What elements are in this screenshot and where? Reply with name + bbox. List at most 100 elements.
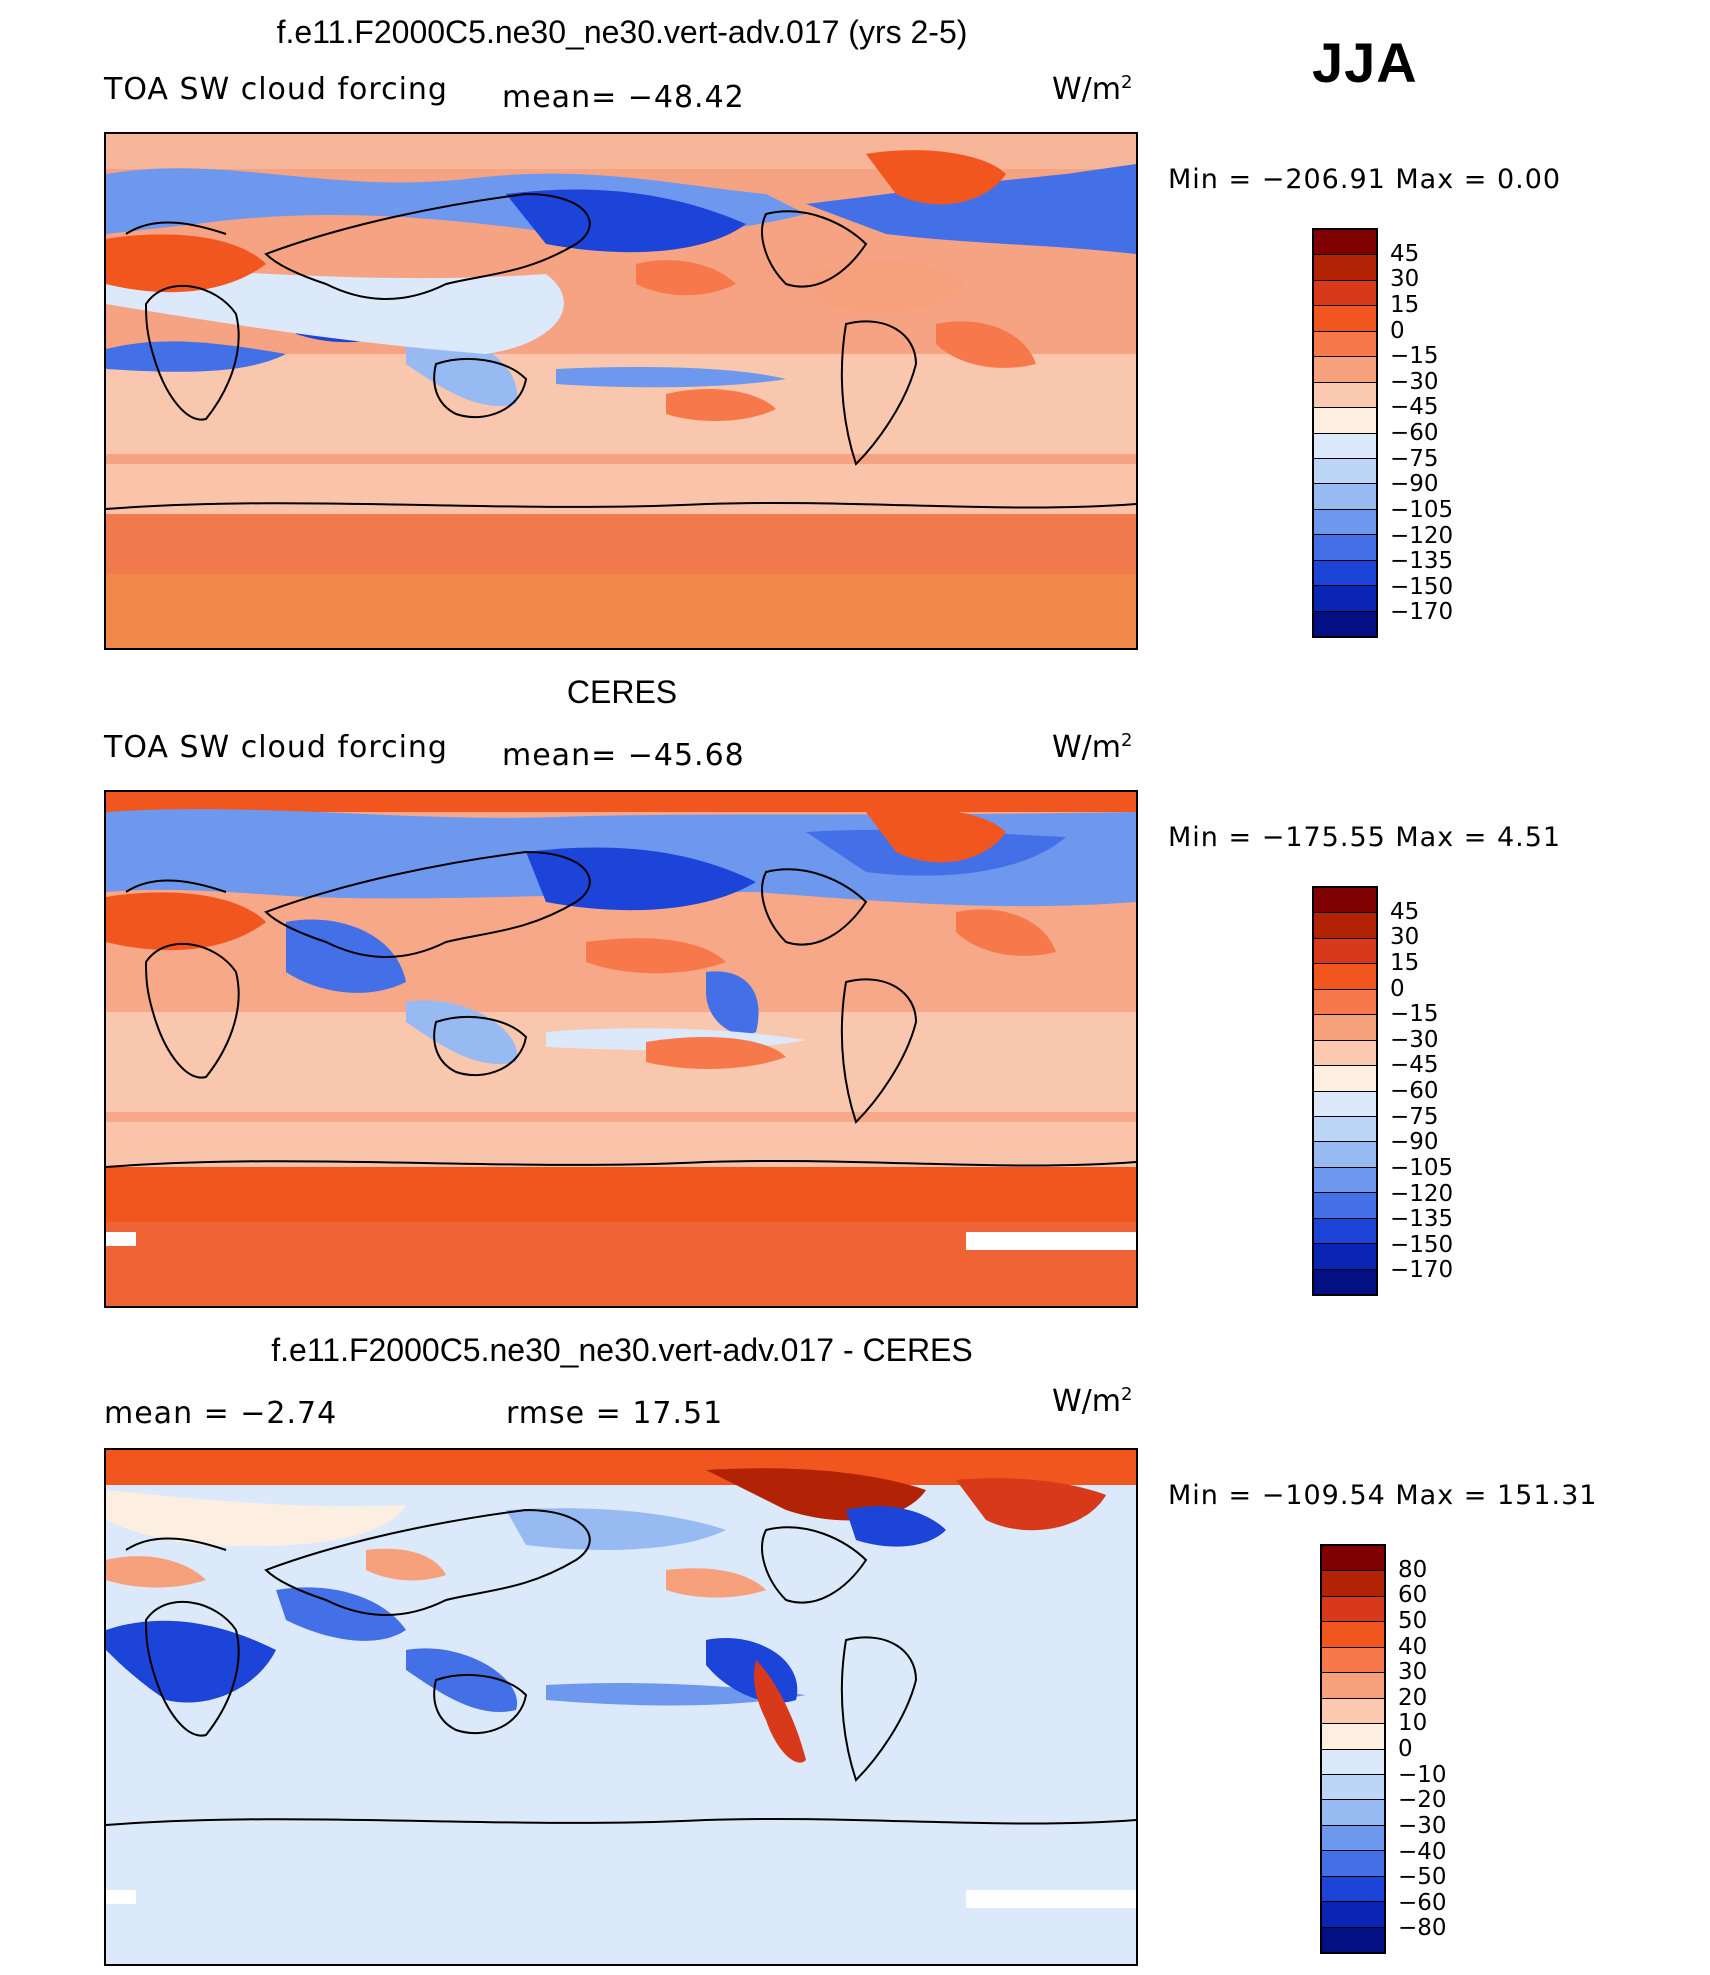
colorbar-segment	[1314, 1040, 1376, 1067]
colorbar-tick-label: 0	[1390, 975, 1405, 1002]
colorbar-segment	[1322, 1902, 1384, 1928]
panel-1-mean: mean= −48.42	[502, 80, 745, 115]
colorbar-tick-label: 15	[1390, 291, 1420, 318]
tropical-band	[106, 1012, 1136, 1112]
colorbar-segment	[1314, 255, 1376, 281]
natl-subtropics	[806, 260, 966, 313]
panel-2-units: W/m2	[1052, 730, 1132, 765]
units-text: W/m	[1052, 72, 1121, 107]
north-africa-positive	[106, 1556, 206, 1588]
colorbar-tick-label: −120	[1390, 1180, 1454, 1207]
panel-3-rmse: rmse = 17.51	[506, 1396, 724, 1431]
panel-3-colorbar	[1320, 1544, 1386, 1954]
panel-1-units: W/m2	[1052, 72, 1132, 107]
maritime-continent-cloud	[406, 1000, 518, 1064]
antarctica-outline	[106, 1159, 1136, 1168]
panel-2-mean: mean= −45.68	[502, 738, 745, 773]
units-exponent: 2	[1121, 730, 1133, 751]
colorbar-segment	[1322, 1647, 1384, 1674]
colorbar-tick-label: −150	[1390, 1231, 1454, 1258]
colorbar-segment	[1322, 1749, 1384, 1775]
colorbar-segment	[1314, 458, 1376, 485]
colorbar-segment	[1322, 1724, 1384, 1750]
colorbar-segment	[1322, 1851, 1384, 1877]
pacific-itcz	[556, 367, 786, 388]
colorbar-tick-label: 80	[1398, 1556, 1428, 1583]
colorbar-tick-label: −105	[1390, 1154, 1454, 1181]
colorbar-tick-label: 0	[1390, 317, 1405, 344]
north-pacific-cloud	[506, 189, 746, 253]
npac-positive	[666, 1568, 766, 1598]
colorbar-tick-label: 20	[1398, 1684, 1428, 1711]
coastlines	[106, 850, 1136, 1168]
arctic-band	[106, 792, 1136, 812]
panel-1-map	[104, 132, 1138, 650]
colorbar-tick-label: −150	[1390, 573, 1454, 600]
colorbar-tick-label: −45	[1390, 1052, 1439, 1079]
panel-1-colorbar	[1312, 228, 1378, 638]
panel-3-minmax: Min = −109.54 Max = 151.31	[1168, 1480, 1598, 1511]
andes-positive	[754, 1660, 806, 1763]
colorbar-tick-label: −30	[1390, 368, 1439, 395]
greenland	[866, 808, 1006, 863]
colorbar-segment	[1314, 306, 1376, 332]
panel-2-minmax: Min = −175.55 Max = 4.51	[1168, 822, 1562, 853]
colorbar-segment	[1322, 1800, 1384, 1826]
colorbar-tick-label: 40	[1398, 1633, 1428, 1660]
asia-outline	[264, 1508, 591, 1616]
colorbar-segment	[1314, 913, 1376, 939]
coastlines	[106, 1508, 1136, 1826]
antarctica-outline	[106, 501, 1136, 510]
npac-negative	[506, 1508, 726, 1550]
antarctic-band-2	[106, 1222, 1136, 1306]
colorbar-segment	[1322, 1673, 1384, 1699]
panel-2-title: CERES	[566, 674, 678, 710]
colorbar-tick-label: 0	[1398, 1736, 1413, 1762]
australia-outline	[433, 1674, 528, 1735]
colorbar-segment	[1322, 1546, 1384, 1572]
north-america-outline	[761, 868, 868, 946]
colorbar-segment	[1322, 1622, 1384, 1648]
colorbar-tick-label: −10	[1398, 1761, 1447, 1788]
north-africa	[106, 234, 266, 293]
panel-3-colorbar-labels: 80 60 50 40 30 20 10 0 −10 −20 −30 −40 −50 −60 −80	[1398, 1556, 1518, 1942]
greenland	[866, 150, 1006, 205]
colorbar-tick-label: −90	[1390, 1129, 1439, 1156]
colorbar-segment	[1314, 535, 1376, 561]
colorbar-segment	[1322, 1876, 1384, 1903]
asia-outline	[264, 192, 591, 300]
colorbar-tick-label: −30	[1390, 1026, 1439, 1053]
panel-1-variable: TOA SW cloud forcing	[104, 72, 448, 107]
europe-outline	[125, 221, 227, 235]
colorbar-segment	[1314, 280, 1376, 307]
units-exponent: 2	[1121, 1384, 1133, 1405]
maritime-continent-cloud	[406, 332, 518, 406]
colorbar-tick-label: −50	[1398, 1864, 1447, 1891]
colorbar-segment	[1314, 611, 1376, 636]
panel-3-mean: mean = −2.74	[104, 1396, 338, 1431]
panel-1-map-svg	[106, 134, 1136, 648]
colorbar-tick-label: −75	[1390, 1103, 1439, 1130]
south-america-outline	[840, 320, 918, 466]
south-america-outline	[840, 1636, 918, 1782]
colorbar-tick-label: −135	[1390, 1206, 1454, 1233]
panel-2-variable: TOA SW cloud forcing	[104, 730, 448, 765]
australia-outline	[433, 358, 528, 419]
panel-1-minmax: Min = −206.91 Max = 0.00	[1168, 164, 1562, 195]
colorbar-segment	[1314, 1015, 1376, 1041]
colorbar-segment	[1314, 1066, 1376, 1092]
panel-1-colorbar-labels: 45 30 15 0 −15 −30 −45 −60 −75 −90 −105 −120 −135 −15…	[1390, 242, 1510, 626]
satl-stratocumulus	[936, 321, 1036, 368]
colorbar-segment	[1314, 938, 1376, 965]
colorbar-segment	[1314, 1142, 1376, 1168]
season-label: JJA	[1312, 31, 1418, 94]
colorbar-tick-label: −170	[1390, 599, 1454, 626]
colorbar-tick-label: −105	[1390, 496, 1454, 523]
missing-data-patch	[106, 1890, 136, 1904]
colorbar-segment	[1314, 433, 1376, 459]
southern-band-1	[106, 1122, 1136, 1167]
colorbar-tick-label: 60	[1398, 1582, 1428, 1609]
colorbar-tick-label: 10	[1398, 1710, 1428, 1737]
colorbar-segment	[1314, 1269, 1376, 1294]
colorbar-segment	[1314, 964, 1376, 990]
